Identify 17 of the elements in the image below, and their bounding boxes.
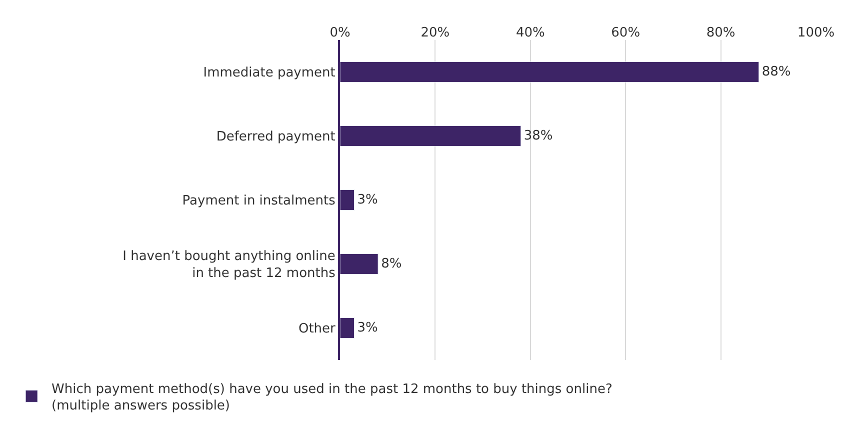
data-label: 3% bbox=[357, 320, 378, 336]
y-tick-label: Other bbox=[298, 322, 336, 337]
x-tick-label: 40% bbox=[516, 25, 545, 40]
data-label: 88% bbox=[762, 64, 791, 80]
x-tick-label: 0% bbox=[330, 25, 350, 40]
x-tick-label: 80% bbox=[706, 25, 736, 40]
y-tick-label: Immediate payment bbox=[203, 66, 336, 81]
y-tick-label: Payment in instalments bbox=[182, 194, 336, 209]
data-label: 38% bbox=[524, 128, 553, 144]
x-tick-label: 20% bbox=[420, 25, 450, 40]
legend-label: Which payment method(s) have you used in the past 12 months to buy things online? (multiple answers possible) bbox=[52, 382, 612, 414]
x-tick-label: 60% bbox=[611, 25, 640, 40]
data-label: 3% bbox=[357, 192, 378, 208]
y-tick-label: Deferred payment bbox=[216, 130, 336, 145]
x-tick-label: 100% bbox=[797, 25, 835, 40]
data-label: 8% bbox=[381, 256, 402, 272]
y-tick-label: I haven’t bought anything online in the past 12 months bbox=[122, 249, 336, 281]
